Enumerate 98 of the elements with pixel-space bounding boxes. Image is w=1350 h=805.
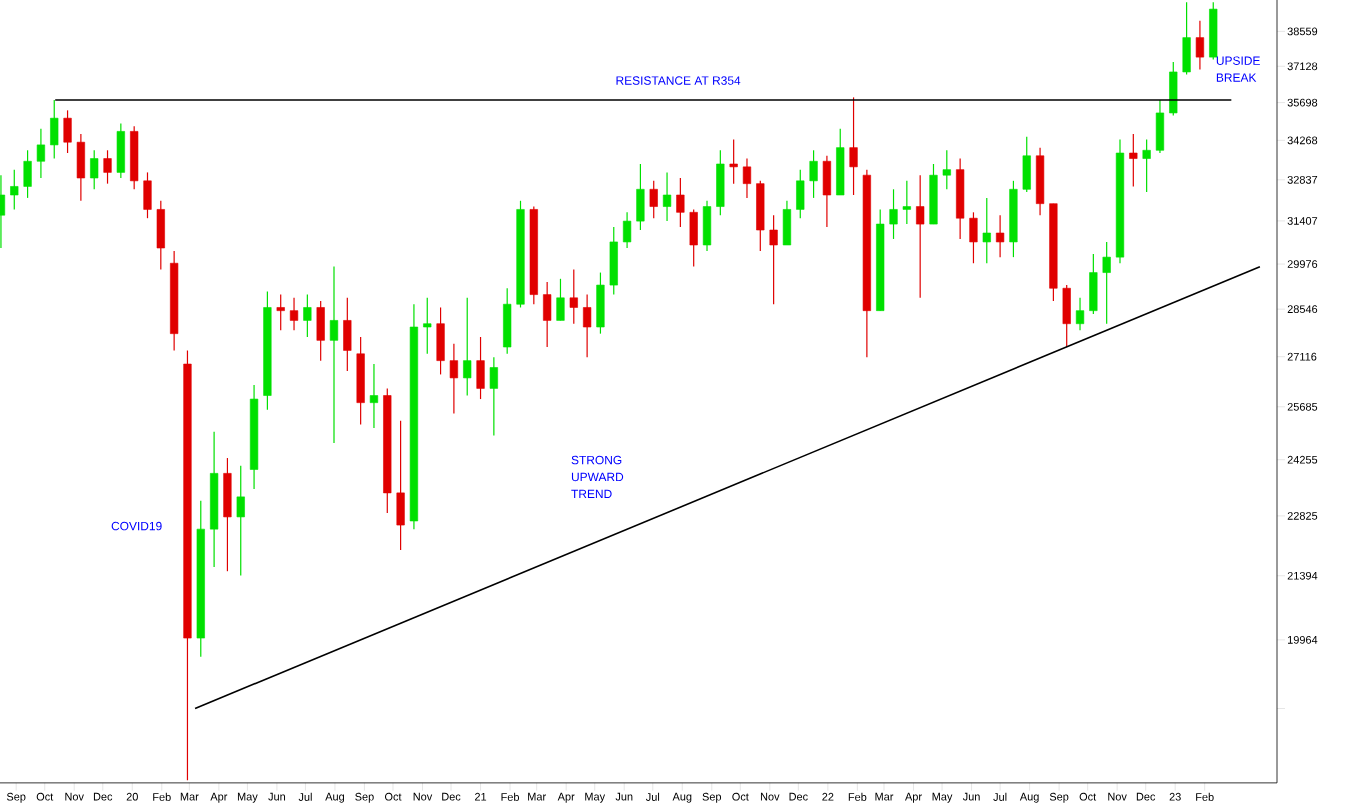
y-tick-label: 32837 xyxy=(1287,175,1318,184)
candlestick xyxy=(902,180,911,225)
x-tick-label: Oct xyxy=(1079,792,1097,801)
candlestick xyxy=(942,149,951,190)
x-tick-label: 22 xyxy=(822,792,834,801)
x-tick-label: Dec xyxy=(93,792,113,801)
x-tick-label: Aug xyxy=(1019,792,1039,803)
x-tick-label: Jul xyxy=(645,792,660,801)
candlestick xyxy=(1195,20,1205,71)
x-tick-label: Nov xyxy=(760,792,780,801)
candlestick xyxy=(649,180,658,219)
candlestick xyxy=(676,177,685,228)
candlestick xyxy=(982,197,991,264)
candlestick xyxy=(889,188,898,240)
candlestick xyxy=(103,149,112,185)
x-tick-label: Nov xyxy=(1108,792,1127,801)
candlestick xyxy=(369,363,379,429)
candlestick xyxy=(742,157,752,199)
x-tick-label: Nov xyxy=(65,792,84,801)
y-tick-label: 27116 xyxy=(1287,352,1317,361)
annotation: STRONG UPWARD TREND xyxy=(571,455,624,498)
candlestick xyxy=(10,169,19,211)
y-tick-label: 31407 xyxy=(1287,217,1318,225)
candlestick xyxy=(463,297,472,397)
x-tick-label: Mar xyxy=(875,792,894,801)
y-tick-label: 28546 xyxy=(1287,305,1318,314)
candlestick xyxy=(583,293,592,358)
x-tick-label: Dec xyxy=(442,792,461,801)
candlestick xyxy=(769,214,778,305)
y-tick-label: 25685 xyxy=(1287,402,1318,411)
y-tick-label: 22825 xyxy=(1287,512,1318,520)
x-tick-label: Oct xyxy=(384,792,402,801)
x-tick-label: Oct xyxy=(732,792,749,801)
annotation: COVID19 xyxy=(111,521,162,531)
y-tick-label: 35698 xyxy=(1287,98,1318,107)
x-tick-label: Sep xyxy=(702,792,722,803)
candlestick xyxy=(423,297,432,355)
candlestick xyxy=(1142,138,1151,193)
x-tick-label: 23 xyxy=(1169,792,1181,801)
candlestick xyxy=(916,174,925,299)
candlestick xyxy=(489,356,498,437)
candlestick xyxy=(276,293,285,331)
x-tick-label: Mar xyxy=(180,792,199,801)
candlestick xyxy=(449,343,458,415)
x-tick-label: Aug xyxy=(325,792,344,803)
x-tick-label: Dec xyxy=(1136,792,1156,801)
x-tick-label: Feb xyxy=(1196,792,1214,801)
candlestick xyxy=(569,268,578,325)
x-tick-label: 20 xyxy=(126,792,138,801)
y-tick-label: 34268 xyxy=(1287,136,1318,145)
x-tick-label: Mar xyxy=(528,792,546,801)
annotation: RESISTANCE AT R354 xyxy=(616,76,741,85)
annotation: UPSIDE BREAK xyxy=(1216,56,1260,82)
x-tick-label: Jun xyxy=(615,792,633,801)
x-tick-label: May xyxy=(585,792,606,803)
x-tick-label: 21 xyxy=(474,792,487,801)
x-tick-label: Nov xyxy=(413,792,433,801)
candlestick xyxy=(329,265,339,444)
x-tick-label: Jul xyxy=(298,792,312,801)
x-tick-label: Sep xyxy=(355,792,374,803)
x-tick-label: Apr xyxy=(210,792,228,803)
x-tick-label: Dec xyxy=(789,792,808,801)
x-tick-label: Jun xyxy=(962,792,980,801)
candlestick xyxy=(969,211,978,264)
candlestick xyxy=(1102,241,1111,325)
y-tick-label: 38559 xyxy=(1287,27,1318,36)
x-tick-label: Feb xyxy=(848,792,867,801)
candlestick xyxy=(303,293,312,338)
x-tick-label: Sep xyxy=(6,792,26,803)
x-tick-label: Aug xyxy=(672,792,692,803)
candlestick xyxy=(1129,133,1138,188)
candlestick xyxy=(289,297,299,331)
x-tick-label: Jun xyxy=(268,792,286,801)
candlestick xyxy=(662,171,672,222)
y-tick-label: 19964 xyxy=(1288,635,1318,644)
x-tick-label: May xyxy=(237,792,258,803)
y-tick-label: 37128 xyxy=(1287,62,1318,71)
y-tick-label: 21394 xyxy=(1287,571,1318,580)
x-tick-label: Sep xyxy=(1049,792,1069,803)
candlestick xyxy=(849,96,858,196)
x-tick-label: May xyxy=(932,792,953,803)
candlestick xyxy=(729,138,738,185)
x-tick-label: Feb xyxy=(501,792,520,801)
candlestick xyxy=(90,149,99,190)
x-tick-label: Apr xyxy=(557,792,575,803)
candlestick xyxy=(809,149,818,199)
candlestick xyxy=(556,278,565,322)
candlestick xyxy=(622,211,632,249)
candlestick xyxy=(995,214,1005,258)
x-tick-label: Feb xyxy=(153,792,171,801)
y-tick-label: 29976 xyxy=(1287,260,1318,268)
x-tick-label: Apr xyxy=(904,792,922,803)
x-tick-label: Oct xyxy=(36,792,54,801)
x-tick-label: Jul xyxy=(993,792,1007,801)
y-tick-label: 24255 xyxy=(1287,455,1318,464)
candlestick xyxy=(36,128,46,179)
candlestick xyxy=(236,465,245,577)
candlestick xyxy=(1075,297,1085,331)
